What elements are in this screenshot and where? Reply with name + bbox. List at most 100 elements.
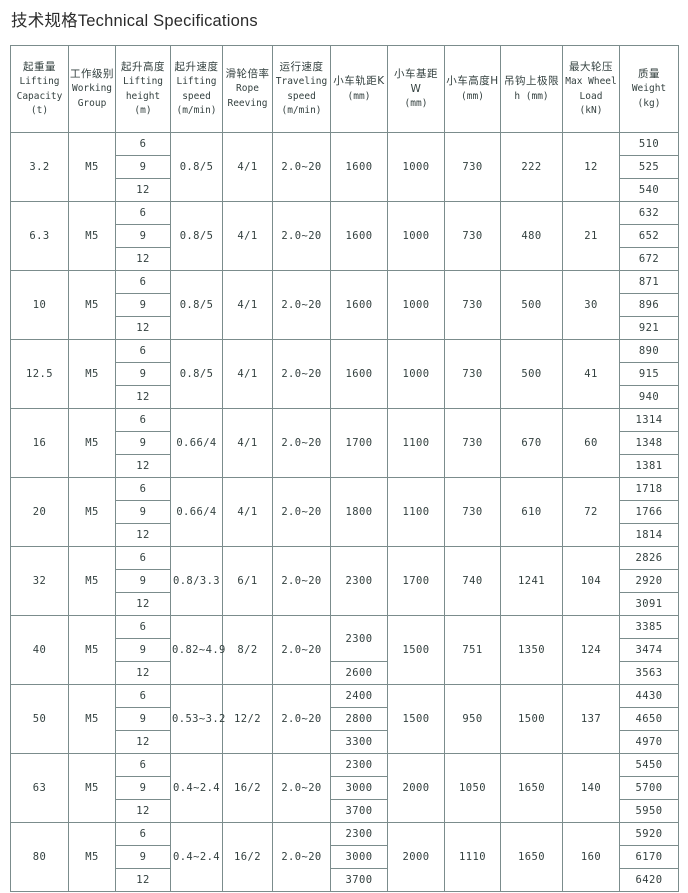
cell-weight: 5950 bbox=[619, 799, 679, 824]
column-header-en: Lifting bbox=[176, 76, 217, 88]
cell-wheel-base: 1000 bbox=[387, 201, 445, 272]
cell-lifting-capacity: 32 bbox=[10, 546, 69, 617]
cell-weight: 915 bbox=[619, 362, 679, 387]
table-row: 12 3091 bbox=[11, 592, 679, 617]
cell-track-gauge: 3000 bbox=[330, 776, 388, 801]
column-header-en: Lifting bbox=[19, 76, 60, 88]
column-header-en: speed bbox=[182, 90, 211, 102]
cell-traveling-speed: 2.0~20 bbox=[272, 546, 331, 617]
cell-weight: 3474 bbox=[619, 638, 679, 663]
table-row: 3.2 M5 6 0.8/5 4/1 2.0~20 1600 1000 730 222 12 510 bbox=[10, 132, 679, 203]
column-header-en: Working bbox=[71, 83, 113, 95]
cell-working-group: M5 bbox=[68, 477, 116, 548]
cell-lifting-height: 9 bbox=[115, 155, 171, 180]
column-header-3: 起升速度 Lifting speed (m/min) bbox=[170, 45, 223, 134]
cell-lifting-height: 9 bbox=[115, 293, 171, 318]
table-row: 9 3000 5700 bbox=[11, 776, 679, 801]
cell-wheel-base: 1100 bbox=[387, 477, 445, 548]
column-header-9: 吊钩上极限 h (mm) bbox=[500, 45, 563, 134]
cell-weight: 921 bbox=[619, 316, 679, 341]
cell-traveling-speed: 2.0~20 bbox=[272, 201, 331, 272]
cell-weight: 510 bbox=[619, 132, 679, 157]
cell-max-wheel-load: 60 bbox=[562, 408, 620, 479]
table-row: 32 M5 6 0.8/3.3 6/1 2.0~20 2300 1700 740 1241 104 2… bbox=[10, 546, 679, 617]
cell-max-wheel-load: 137 bbox=[562, 684, 620, 755]
cell-hook-upper-limit: 670 bbox=[500, 408, 563, 479]
table-body: 3.2 M5 6 0.8/5 4/1 2.0~20 1600 1000 730 222 12 510 9… bbox=[10, 132, 679, 893]
cell-hook-upper-limit: 500 bbox=[500, 339, 563, 410]
cell-traveling-speed: 2.0~20 bbox=[272, 822, 331, 893]
cell-lifting-height: 9 bbox=[115, 431, 171, 456]
cell-weight: 672 bbox=[619, 247, 679, 272]
cell-lifting-height: 6 bbox=[115, 408, 171, 433]
column-header-en: (kg) bbox=[637, 97, 661, 109]
cell-wheel-base: 1700 bbox=[387, 546, 445, 617]
cell-lifting-height: 9 bbox=[115, 638, 171, 663]
cell-weight: 5450 bbox=[619, 753, 679, 778]
cell-lifting-height: 12 bbox=[115, 454, 171, 479]
table-row: 9 2800 4650 bbox=[11, 707, 679, 732]
cell-track-gauge: 1600 bbox=[330, 201, 388, 272]
column-header-en: (m/min) bbox=[281, 104, 322, 116]
column-header-zh: 质量 bbox=[638, 68, 660, 81]
cell-rope-reeving: 4/1 bbox=[222, 477, 273, 548]
cell-hook-upper-limit: 1241 bbox=[500, 546, 563, 617]
cell-track-gauge: 1600 bbox=[330, 270, 388, 341]
table-row: 20 M5 6 0.66/4 4/1 2.0~20 1800 1100 730 610 72 1718 bbox=[10, 477, 679, 548]
cell-weight: 652 bbox=[619, 224, 679, 249]
cell-rope-reeving: 16/2 bbox=[222, 753, 273, 824]
cell-lifting-capacity: 40 bbox=[10, 615, 69, 686]
table-row: 9 896 bbox=[11, 293, 679, 318]
cell-weight: 5700 bbox=[619, 776, 679, 801]
cell-weight: 2826 bbox=[619, 546, 679, 571]
column-header-11: 质量 Weight (kg) bbox=[619, 45, 679, 134]
cell-max-wheel-load: 160 bbox=[562, 822, 620, 893]
cell-trolley-height: 730 bbox=[444, 477, 501, 548]
cell-lifting-speed: 0.8/5 bbox=[170, 132, 223, 203]
cell-working-group: M5 bbox=[68, 408, 116, 479]
cell-track-gauge: 2800 bbox=[330, 707, 388, 732]
cell-wheel-base: 1000 bbox=[387, 132, 445, 203]
technical-specifications-table: 起重量 Lifting Capacity (t) 工作级别 Working Group 起升高… bbox=[10, 45, 679, 893]
cell-traveling-speed: 2.0~20 bbox=[272, 339, 331, 410]
cell-working-group: M5 bbox=[68, 546, 116, 617]
column-header-en: (t) bbox=[30, 104, 49, 116]
cell-traveling-speed: 2.0~20 bbox=[272, 753, 331, 824]
cell-hook-upper-limit: 500 bbox=[500, 270, 563, 341]
cell-weight: 632 bbox=[619, 201, 679, 226]
cell-weight: 6170 bbox=[619, 845, 679, 870]
cell-working-group: M5 bbox=[68, 201, 116, 272]
cell-lifting-height: 12 bbox=[115, 316, 171, 341]
cell-working-group: M5 bbox=[68, 339, 116, 410]
cell-rope-reeving: 4/1 bbox=[222, 339, 273, 410]
table-row: 9 915 bbox=[11, 362, 679, 387]
cell-lifting-height: 6 bbox=[115, 270, 171, 295]
cell-weight: 940 bbox=[619, 385, 679, 410]
cell-lifting-height: 6 bbox=[115, 684, 171, 709]
table-row: 12 3700 6420 bbox=[11, 868, 679, 893]
cell-lifting-height: 12 bbox=[115, 178, 171, 203]
cell-lifting-speed: 0.66/4 bbox=[170, 408, 223, 479]
cell-rope-reeving: 6/1 bbox=[222, 546, 273, 617]
cell-lifting-height: 9 bbox=[115, 362, 171, 387]
cell-lifting-height: 6 bbox=[115, 546, 171, 571]
cell-traveling-speed: 2.0~20 bbox=[272, 132, 331, 203]
cell-trolley-height: 1110 bbox=[444, 822, 501, 893]
cell-rope-reeving: 4/1 bbox=[222, 201, 273, 272]
table-row: 9 652 bbox=[11, 224, 679, 249]
cell-weight: 1348 bbox=[619, 431, 679, 456]
table-row: 12 921 bbox=[11, 316, 679, 341]
column-header-0: 起重量 Lifting Capacity (t) bbox=[10, 45, 69, 134]
cell-hook-upper-limit: 480 bbox=[500, 201, 563, 272]
cell-working-group: M5 bbox=[68, 822, 116, 893]
table-row: 12 672 bbox=[11, 247, 679, 272]
page-title: 技术规格Technical Specifications bbox=[11, 12, 258, 30]
column-header-en: Weight bbox=[631, 83, 667, 95]
table-row: 50 M5 6 0.53~3.2 12/2 2.0~20 2400 1500 950 1500 13… bbox=[10, 684, 679, 755]
cell-lifting-height: 9 bbox=[115, 500, 171, 525]
cell-lifting-speed: 0.4~2.4 bbox=[170, 822, 223, 893]
column-header-zh: 起重量 bbox=[23, 61, 56, 74]
cell-lifting-speed: 0.8/5 bbox=[170, 201, 223, 272]
cell-hook-upper-limit: 1650 bbox=[500, 822, 563, 893]
table-row: 9 3000 6170 bbox=[11, 845, 679, 870]
